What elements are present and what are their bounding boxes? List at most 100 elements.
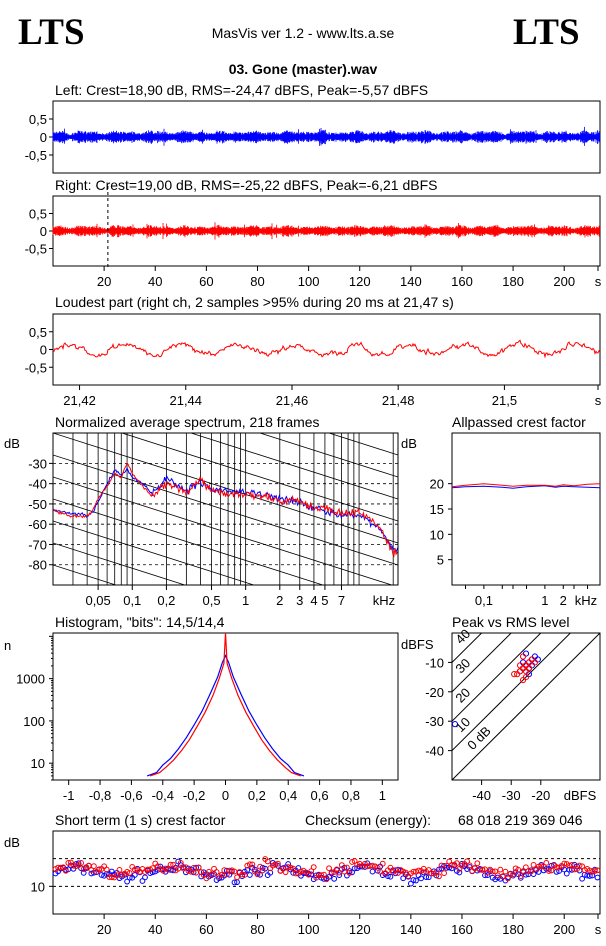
slope-line <box>258 433 398 478</box>
x-tick-label: 0,05 <box>85 593 110 608</box>
crest-point-right <box>144 866 151 873</box>
crest-point-right <box>323 876 330 883</box>
x-tick-label: 0,5 <box>202 593 220 608</box>
y-tick-label: -70 <box>28 537 47 552</box>
crest-point-right <box>318 872 325 879</box>
plot-frame <box>451 632 601 781</box>
x-tick-label: -0,8 <box>89 788 111 803</box>
y-tick-label: -0,5 <box>25 242 47 257</box>
x-tick-label: 0,2 <box>248 788 266 803</box>
x-tick-label: 0,2 <box>157 593 175 608</box>
crest-point-left <box>517 874 524 881</box>
crest-point-left <box>395 866 401 873</box>
pvr-title: Peak vs RMS level <box>452 614 569 630</box>
slope-line <box>53 301 398 411</box>
crest-point-right <box>489 868 496 875</box>
crest-point-right <box>185 867 192 874</box>
x-tick-label: 160 <box>451 922 473 937</box>
crest-point-right <box>211 865 217 872</box>
crest-point-left <box>131 872 138 878</box>
crest-point-right <box>579 863 586 870</box>
crest-point-left <box>349 869 355 876</box>
y-tick-label: 5 <box>437 553 444 568</box>
y-tick-label: 0 <box>40 130 47 145</box>
x-tick-label: 21,42 <box>63 393 96 408</box>
crest-point-right <box>379 860 386 867</box>
pvr-point-right <box>519 665 527 672</box>
crest-point-right <box>545 868 552 874</box>
crest-point-right <box>88 867 95 874</box>
x-tick-label: -0,2 <box>183 788 205 803</box>
crest-point-right <box>387 864 394 871</box>
crest-point-right <box>354 861 361 868</box>
spectrum-inner <box>53 147 398 585</box>
crest-point-left <box>413 877 419 884</box>
crest-point-right <box>591 868 598 874</box>
crest-point-right <box>515 866 522 873</box>
crest-point-left <box>400 875 407 882</box>
y-tick-label: 100 <box>23 714 45 729</box>
crest-point-left <box>336 872 343 879</box>
x-tick-label: -20 <box>531 788 550 803</box>
histogram-series-left <box>146 654 305 777</box>
logo-left: LTS <box>18 12 85 53</box>
crest-point-right <box>543 859 550 866</box>
checksum-value: 68 018 219 369 046 <box>458 812 583 828</box>
waveform-series <box>52 126 600 146</box>
pvr-point-right <box>522 662 530 669</box>
crest-point-right <box>433 869 440 875</box>
x-tick-label: 3 <box>296 593 303 608</box>
shortterm-ylabel: dB <box>4 835 20 850</box>
y-tick-label: 10 <box>31 879 45 894</box>
crest-point-right <box>103 866 110 873</box>
plot-frame <box>451 432 601 586</box>
crest-point-right <box>346 870 353 876</box>
crest-point-right <box>400 868 407 875</box>
crest-point-right <box>502 868 509 875</box>
left-title: Left: Crest=18,90 dB, RMS=-24,47 dBFS, P… <box>55 82 428 98</box>
crest-point-right <box>167 861 174 868</box>
crest-point-left <box>423 874 430 881</box>
crest-point-right <box>131 866 138 873</box>
y-tick-label: 0 <box>40 343 47 358</box>
pvr-ylabel: dBFS <box>401 637 434 652</box>
x-tick-label: 40 <box>148 274 162 289</box>
crest-point-right <box>528 868 534 875</box>
spectrum-title: Normalized average spectrum, 218 frames <box>55 414 320 430</box>
crest-point-right <box>149 865 156 871</box>
app-title: MasVis ver 1.2 - www.lts.a.se <box>212 25 395 41</box>
crest-point-right <box>349 859 355 865</box>
slope-line <box>53 433 398 544</box>
x-tick-label: s <box>595 922 602 937</box>
y-tick-label: -20 <box>425 685 444 700</box>
pvr-point-right <box>525 665 533 672</box>
crest-point-right <box>428 870 435 877</box>
y-tick-label: 20 <box>430 477 444 492</box>
crest-point-right <box>374 864 381 871</box>
crest-point-right <box>341 868 348 875</box>
pvr-point-right <box>528 656 536 663</box>
crest-point-left <box>374 867 381 874</box>
x-tick-label: 160 <box>451 274 473 289</box>
x-tick-label: 100 <box>298 922 320 937</box>
x-tick-label: 7 <box>338 593 345 608</box>
slope-line <box>53 476 394 585</box>
y-tick-label: 10 <box>31 756 45 771</box>
crest-point-right <box>510 871 516 878</box>
crest-point-right <box>208 871 215 878</box>
crest-point-right <box>213 869 220 875</box>
crest-point-right <box>571 866 578 873</box>
x-tick-label: 20 <box>97 922 111 937</box>
crest-point-left <box>88 870 95 877</box>
crest-point-right <box>254 871 261 878</box>
allpassed-series-left <box>451 485 601 489</box>
allpassed-crest-plot: 20 15 10 5 0,1 1 2 kHz <box>430 432 601 608</box>
histogram-ylabel: n <box>4 638 11 653</box>
crest-point-right <box>321 871 327 878</box>
crest-point-right <box>568 862 575 868</box>
crest-point-right <box>126 870 133 876</box>
slope-line <box>53 147 398 257</box>
y-tick-label: -60 <box>28 517 47 532</box>
crest-point-right <box>96 866 102 873</box>
pvr-point-right <box>511 671 518 678</box>
